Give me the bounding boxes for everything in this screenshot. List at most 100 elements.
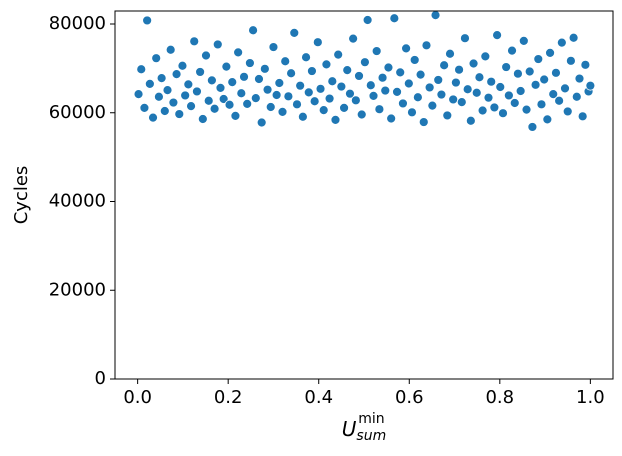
point [503, 90, 514, 101]
point [415, 69, 426, 80]
point [365, 80, 376, 91]
point [565, 55, 576, 66]
point [436, 89, 447, 100]
point [286, 68, 297, 79]
x-tick-label: 0.4 [304, 387, 333, 408]
point [574, 73, 585, 84]
point [195, 67, 206, 77]
point [324, 93, 335, 104]
point [374, 104, 385, 115]
point [585, 80, 596, 91]
point [174, 109, 185, 119]
point [245, 58, 255, 68]
y-tick-label: 0 [95, 368, 106, 389]
point [348, 33, 359, 44]
point [468, 58, 479, 69]
x-tick-label: 0.6 [395, 387, 424, 408]
point [154, 91, 164, 102]
point [254, 74, 264, 84]
point [545, 47, 555, 58]
point [345, 88, 355, 99]
point [336, 81, 347, 92]
point [239, 71, 249, 82]
plot-frame [114, 10, 614, 380]
point [201, 50, 211, 61]
point [421, 40, 432, 51]
y-tick-label: 80000 [49, 13, 106, 34]
point [165, 44, 176, 55]
point [292, 99, 302, 110]
point [350, 95, 361, 106]
point [133, 89, 144, 100]
point [524, 66, 535, 77]
point [477, 105, 488, 116]
point [148, 112, 158, 123]
point [445, 48, 455, 59]
x-label-sup: min [358, 411, 384, 427]
point [197, 114, 208, 124]
point [189, 36, 200, 47]
point [507, 45, 517, 56]
point [180, 90, 191, 101]
point [177, 60, 188, 71]
point [280, 56, 291, 67]
point [380, 85, 391, 96]
point [168, 97, 179, 108]
y-tick-label: 20000 [49, 279, 106, 300]
point [403, 78, 414, 89]
point [398, 98, 408, 109]
point [215, 83, 226, 93]
point [465, 115, 476, 126]
point [409, 55, 420, 65]
y-tick-label: 40000 [49, 191, 106, 212]
point [339, 102, 349, 113]
point [209, 103, 220, 114]
point [236, 88, 247, 99]
point [230, 110, 241, 121]
point [142, 15, 153, 26]
point [527, 122, 538, 132]
point [256, 117, 267, 128]
x-tick-label: 1.0 [576, 387, 605, 408]
point [551, 67, 561, 78]
point [262, 84, 273, 95]
point [227, 77, 238, 88]
point [418, 117, 429, 127]
point [474, 72, 485, 83]
point [248, 25, 258, 36]
point [151, 53, 162, 64]
point [407, 107, 417, 118]
point [265, 102, 276, 112]
point [362, 15, 373, 25]
point [212, 39, 223, 50]
point [144, 79, 155, 89]
point [580, 59, 591, 70]
point [233, 47, 244, 58]
point [460, 33, 470, 44]
point [333, 49, 344, 60]
x-label-sub: sum [356, 428, 386, 444]
point [515, 86, 526, 96]
point [342, 65, 353, 76]
point [530, 79, 541, 90]
point [312, 37, 323, 48]
point [521, 104, 532, 115]
point [192, 86, 202, 97]
point [501, 62, 512, 72]
point [318, 105, 329, 115]
point [433, 75, 444, 85]
point [536, 99, 547, 110]
point [297, 111, 308, 122]
point [554, 95, 565, 106]
point [303, 87, 314, 98]
point [354, 71, 364, 81]
y-tick-label: 60000 [49, 102, 106, 123]
point [424, 82, 435, 93]
x-tick-label: 0.8 [485, 387, 514, 408]
x-label-base: U [342, 417, 357, 441]
point [159, 106, 170, 116]
point [356, 109, 367, 120]
point [442, 110, 453, 121]
